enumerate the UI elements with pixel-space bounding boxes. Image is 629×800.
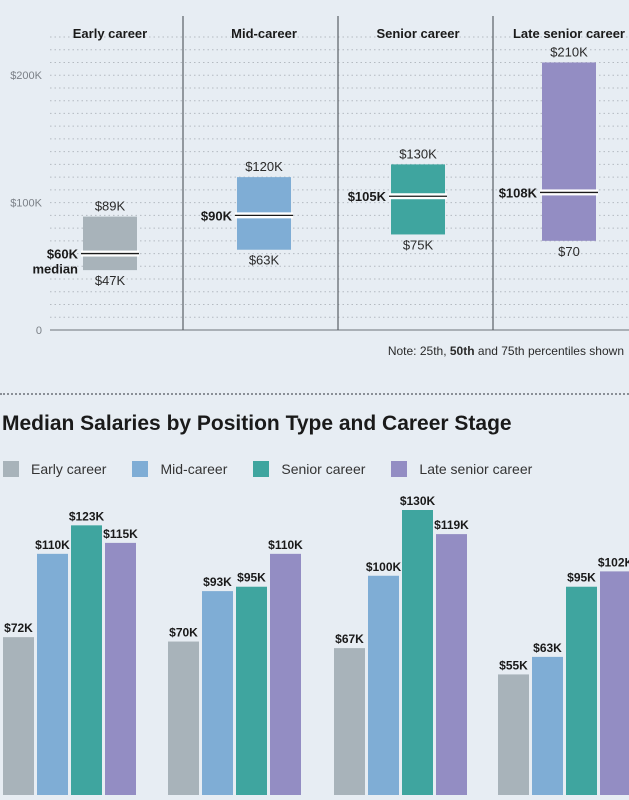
bar-value-label: $70K [169, 626, 198, 640]
bar-value-label: $55K [499, 658, 528, 672]
note-bold: 50th [450, 344, 475, 358]
stage-title: Senior career [376, 26, 459, 41]
bar [566, 586, 597, 795]
p25-label: $75K [403, 237, 434, 252]
bar-group: $67K $100K $130K $119K [334, 494, 469, 795]
p25-label: $47K [95, 273, 126, 288]
legend-item: Early career [3, 461, 106, 477]
legend-item: Late senior career [391, 461, 532, 477]
legend-swatch [3, 461, 19, 477]
p75-label: $120K [245, 159, 283, 174]
note-suffix: and 75th percentiles shown [475, 344, 624, 358]
bar-group: $72K $110K $123K $115K [3, 509, 138, 795]
y-tick-label: $200K [10, 70, 42, 82]
bar [37, 553, 68, 795]
bar-value-label: $63K [533, 641, 562, 655]
percentile-range-bar [542, 62, 596, 241]
bar-value-label: $100K [366, 560, 402, 574]
bar-value-label: $67K [335, 632, 364, 646]
y-tick-label: 0 [36, 325, 42, 337]
percentile-range-bar [391, 164, 445, 235]
legend-label: Mid-career [160, 461, 228, 477]
median-label: $60K [47, 247, 79, 262]
bar [436, 534, 467, 795]
bar [402, 510, 433, 795]
stage-panel: Late senior career $210K $70 $108K [499, 26, 625, 259]
stage-title: Late senior career [513, 26, 625, 41]
percentile-range-chart: $200K $100K 0 Early career $89K $47K $60Kmedia… [10, 16, 629, 358]
bar [3, 637, 34, 795]
median-salary-bar-chart: $72K $110K $123K $115K $70K $93K $95K $110K $67K… [3, 494, 629, 795]
percentile-range-bar [83, 216, 137, 271]
legend-label: Early career [31, 461, 107, 477]
section-divider [0, 393, 629, 395]
median-caption: median [32, 262, 78, 277]
bar [105, 542, 136, 795]
bar [498, 674, 529, 795]
legend-item: Senior career [253, 461, 365, 477]
legend-swatch [132, 461, 149, 477]
legend: Early career Mid-career Senior career Late … [3, 459, 558, 479]
legend-item: Mid-career [132, 461, 227, 477]
bar-value-label: $115K [103, 527, 138, 541]
bar-value-label: $102K [598, 555, 629, 569]
stage-panel: Senior career $130K $75K $105K [348, 26, 460, 252]
stage-title: Early career [73, 26, 147, 41]
bar-value-label: $130K [400, 494, 436, 508]
legend-label: Late senior career [419, 461, 533, 477]
bar-value-label: $110K [268, 538, 303, 552]
legend-label: Senior career [281, 461, 366, 477]
bar [168, 641, 199, 795]
chart-title: Median Salaries by Position Type and Car… [2, 412, 512, 435]
bar-group: $55K $63K $95K$102K [498, 555, 629, 795]
bar [532, 656, 563, 795]
bar [368, 575, 399, 795]
p75-label: $210K [550, 44, 588, 59]
p25-label: $70 [558, 244, 580, 259]
bar [71, 525, 102, 795]
bar-value-label: $123K [69, 509, 105, 523]
bar-value-label: $72K [4, 621, 33, 635]
median-label: $108K [499, 185, 538, 200]
bar-value-label: $119K [434, 518, 469, 532]
bar [600, 571, 629, 795]
bar-value-label: $110K [35, 538, 70, 552]
bar [334, 648, 365, 795]
note-prefix: Note: 25th, [388, 344, 450, 358]
median-label: $105K [348, 189, 387, 204]
legend-swatch [391, 461, 408, 477]
bar-value-label: $93K [203, 575, 232, 589]
y-tick-label: $100K [10, 198, 42, 210]
p25-label: $63K [249, 253, 280, 268]
legend-swatch [253, 461, 270, 477]
p75-label: $130K [399, 146, 437, 161]
bar-value-label: $95K [567, 571, 596, 585]
p75-label: $89K [95, 199, 126, 214]
median-label: $90K [201, 208, 233, 223]
bar-value-label: $95K [237, 571, 266, 585]
bar [202, 591, 233, 795]
percentile-note: Note: 25th, 50th and 75th percentiles sh… [388, 344, 624, 358]
stage-title: Mid-career [231, 26, 297, 41]
stage-panel: Mid-career $120K $63K $90K [201, 26, 297, 268]
bar [236, 586, 267, 795]
bar-group: $70K $93K $95K $110K [168, 538, 303, 795]
bar [270, 553, 301, 795]
